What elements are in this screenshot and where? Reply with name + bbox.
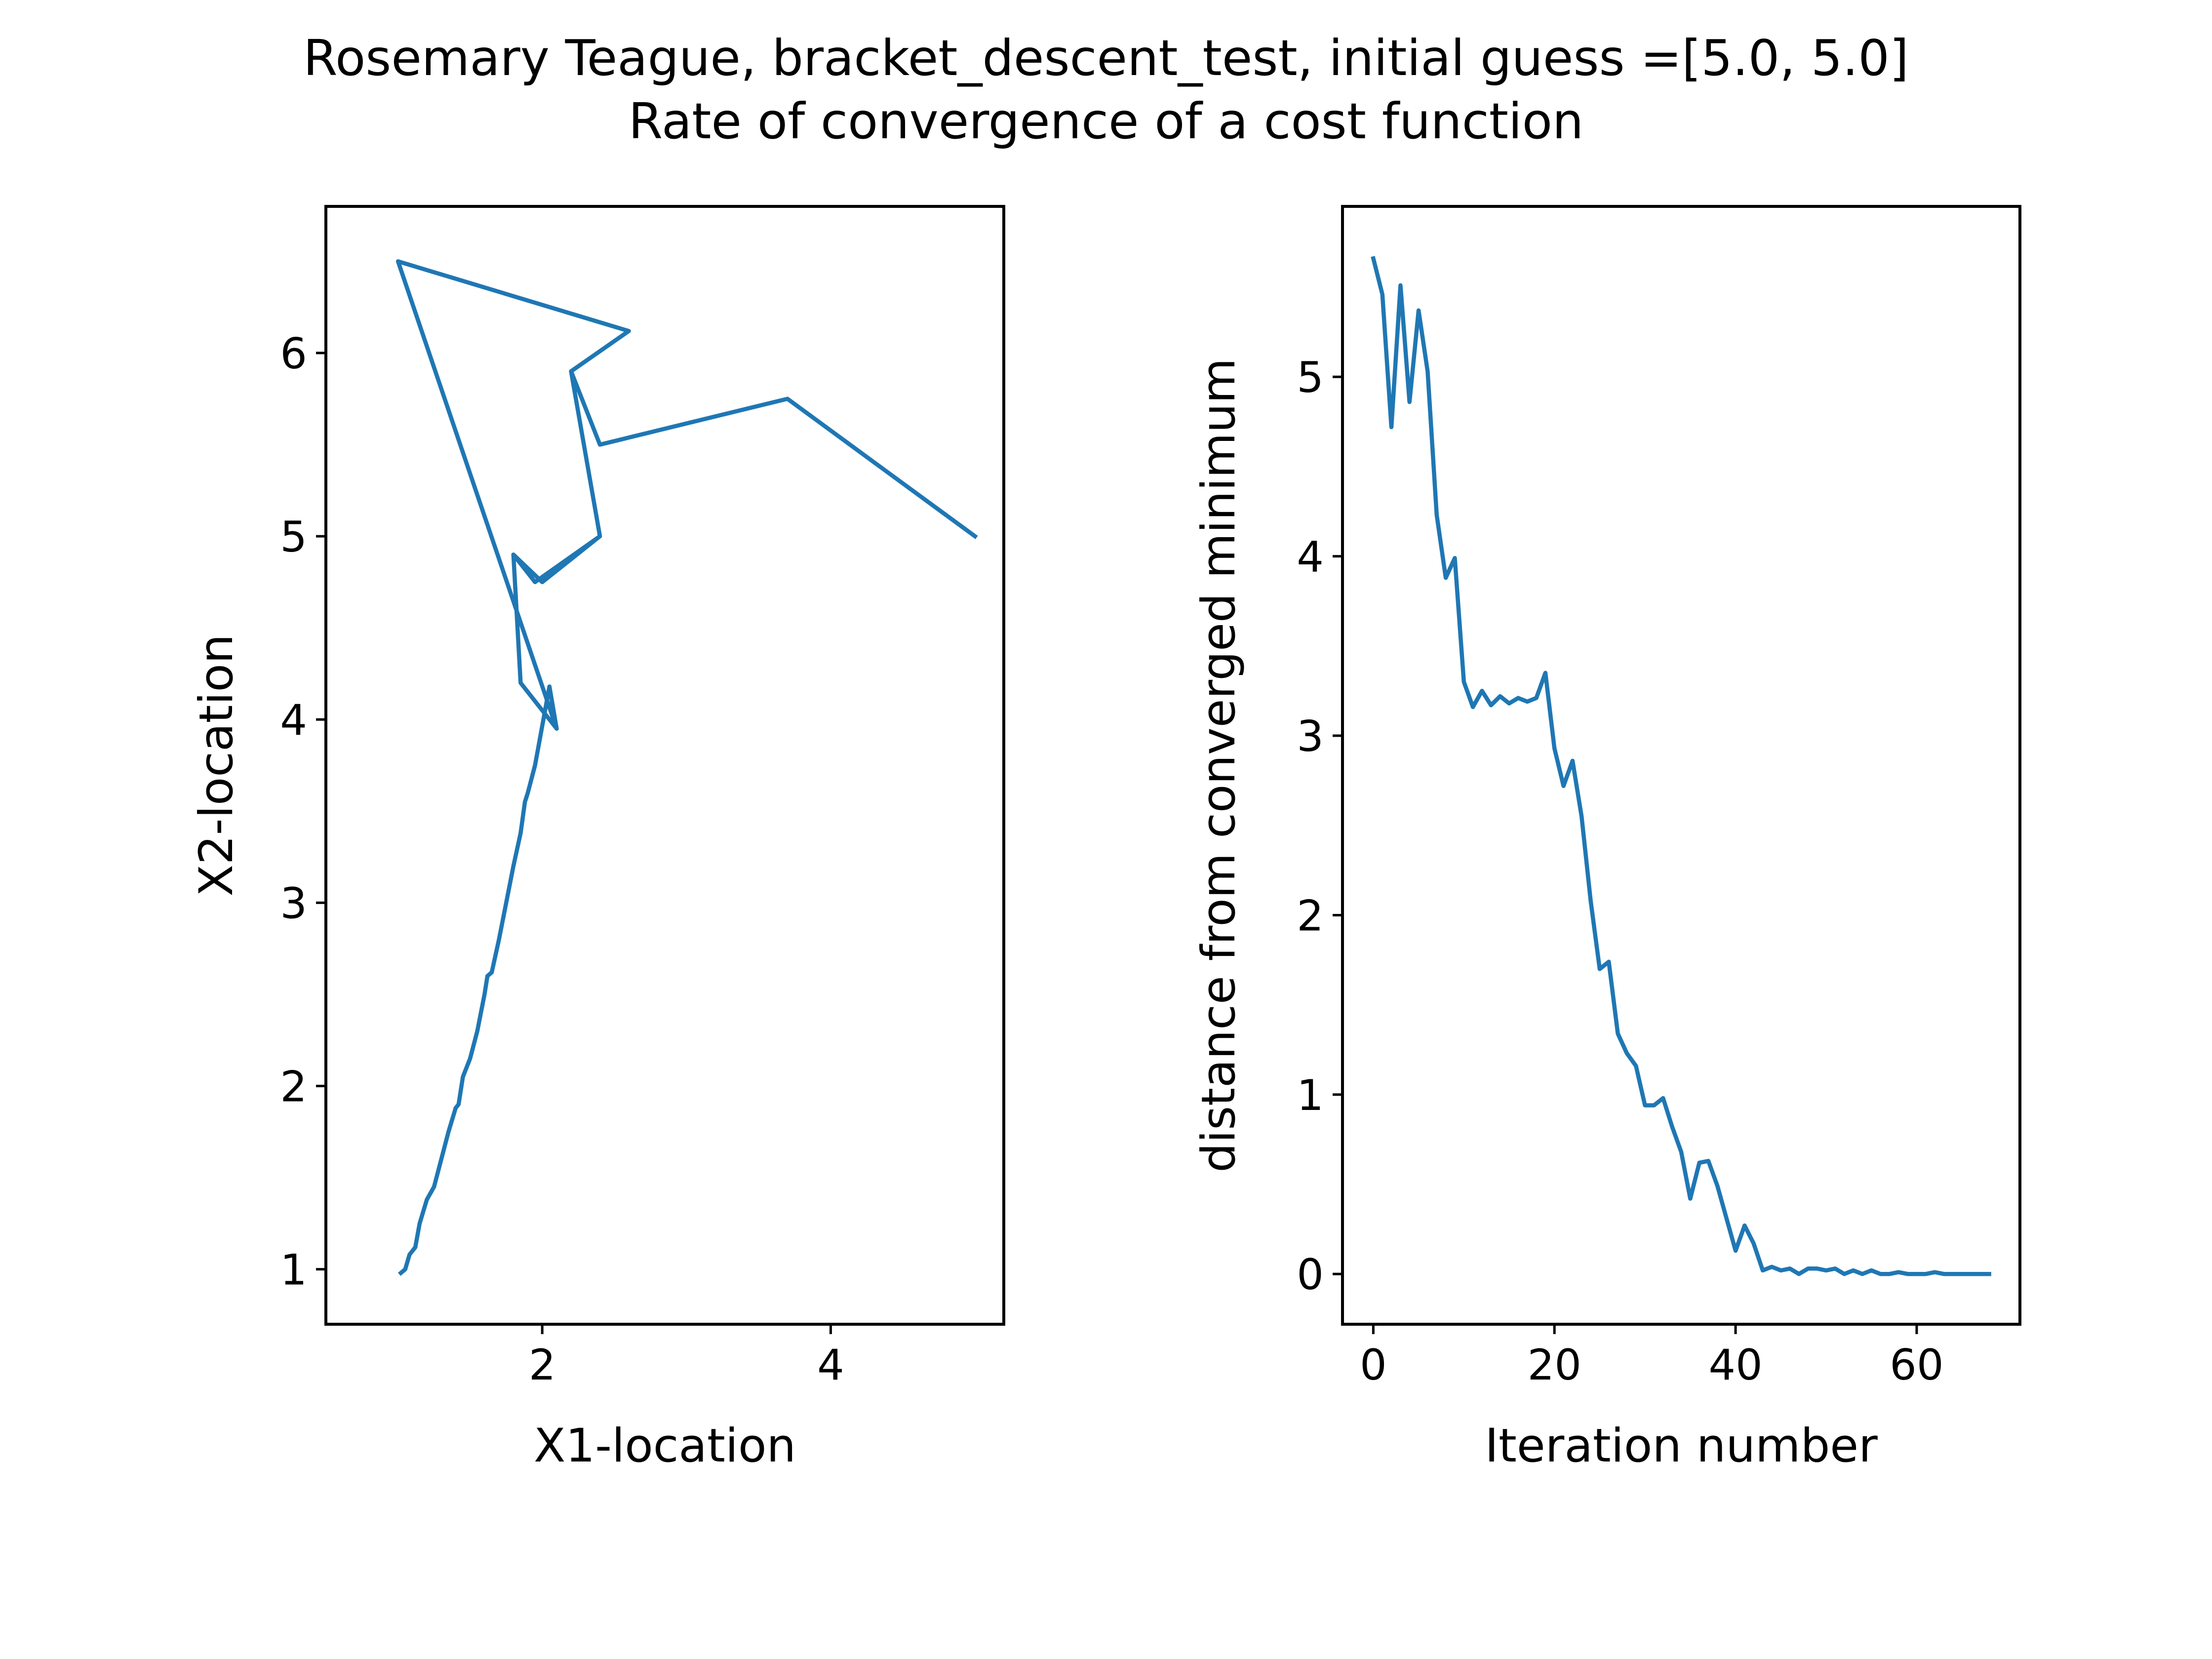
convergence-y-tick-label: 0 [1297,1250,1324,1300]
figure-title-line1: Rosemary Teague, bracket_descent_test, i… [303,29,1909,87]
trajectory-y-tick-label: 6 [280,329,307,379]
convergence-x-tick-label: 0 [1360,1341,1387,1390]
convergence-x-tick-label: 60 [1890,1341,1943,1390]
convergence-x-axis-label: Iteration number [1485,1419,1878,1473]
convergence-y-tick-label: 4 [1297,533,1324,582]
convergence-x-tick-label: 40 [1708,1341,1762,1390]
trajectory-y-tick-label: 3 [280,879,307,928]
convergence-y-axis-label: distance from converged minimum [1192,358,1246,1172]
convergence-y-tick-label: 5 [1297,353,1324,402]
trajectory-plot: 2 4 1 2 3 4 5 6 X1-location X2-location [190,205,1005,1473]
convergence-plot: 0 20 40 60 0 1 2 3 4 5 Iteration number distance fr… [1192,205,2021,1473]
convergence-y-tick-label: 1 [1297,1071,1324,1120]
trajectory-y-tick-label: 5 [280,513,307,562]
trajectory-axes-frame [324,205,1005,1326]
trajectory-y-axis-label: X2-location [190,634,243,896]
convergence-y-tick-label: 2 [1297,891,1324,941]
convergence-series-line [1371,256,1991,1276]
convergence-axes-frame [1341,205,2021,1326]
convergence-x-tick-label: 20 [1527,1341,1581,1390]
trajectory-x-tick-label: 4 [817,1341,844,1390]
figure-title-line2: Rate of convergence of a cost function [629,92,1584,150]
trajectory-x-tick-label: 2 [529,1341,556,1390]
convergence-y-tick-label: 3 [1297,712,1324,761]
trajectory-y-tick-label: 2 [280,1063,307,1112]
trajectory-series-line [395,259,978,1276]
trajectory-y-tick-label: 1 [280,1246,307,1295]
trajectory-x-axis-label: X1-location [534,1419,796,1473]
trajectory-y-tick-label: 4 [280,696,307,745]
